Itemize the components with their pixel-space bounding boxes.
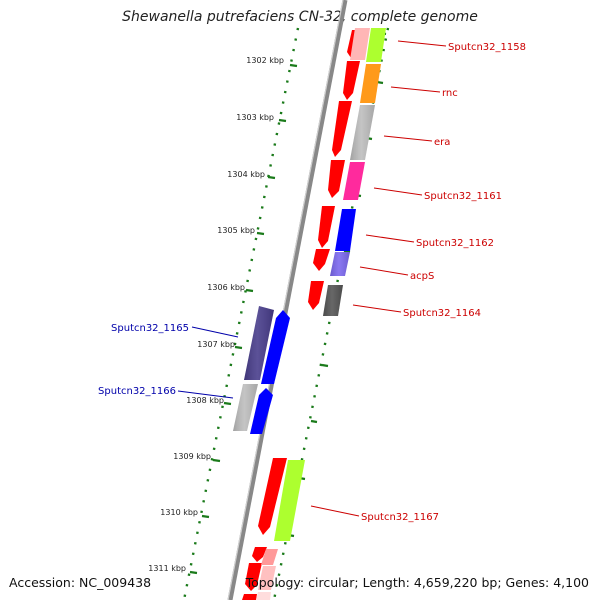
cog-block [335,209,356,251]
cog-block [350,28,370,60]
cds-arrow [328,160,345,198]
gene-label: Sputcn32_1158 [448,42,526,53]
cog-block [261,549,278,565]
gene-labels: Sputcn32_1158 rnc era Sputcn32_1161 Sput… [98,42,526,523]
cds-arrow [242,594,257,600]
gene-label: Sputcn32_1167 [361,512,439,523]
cog-block [256,592,271,600]
cog-block [360,64,381,103]
gene-label: acpS [410,271,434,282]
kbp-label: 1305 kbp [217,226,255,235]
cog-block [366,28,386,62]
map-title: Shewanella putrefaciens CN-32, complete … [122,9,478,25]
cog-block [258,566,276,590]
cog-block [343,162,365,200]
cds-arrow [343,61,360,100]
kbp-labels: 1302 kbp 1303 kbp 1304 kbp 1305 kbp 1306… [148,56,284,573]
kbp-label: 1311 kbp [148,564,186,573]
genome-backbone [227,0,348,600]
gene-label: Sputcn32_1162 [416,238,494,249]
kbp-label: 1310 kbp [160,508,198,517]
cds-arrow [308,281,324,310]
cds-arrow [245,563,262,591]
forward-cds-track [242,30,364,600]
outer-ruler [182,27,300,600]
gene-label: rnc [442,88,458,99]
leader-lines [177,40,447,517]
cds-arrow [252,547,267,562]
cds-arrow [258,458,287,535]
cds-arrow [332,101,352,157]
topology-text: Topology: circular; Length: 4,659,220 bp… [245,575,589,590]
kbp-label: 1302 kbp [246,56,284,65]
kbp-label: 1309 kbp [173,452,211,461]
gene-label: Sputcn32_1164 [403,308,481,319]
cds-arrow [250,388,273,434]
kbp-label: 1307 kbp [197,340,235,349]
cds-arrow [313,249,330,271]
cds-arrow [318,206,335,248]
kbp-label: 1308 kbp [186,396,224,405]
cds-arrow [261,310,290,384]
gene-label: Sputcn32_1161 [424,191,502,202]
gene-label: era [434,137,450,148]
gene-label: Sputcn32_1165 [111,323,189,334]
gene-label: Sputcn32_1166 [98,386,176,397]
outer-ruler-ticks [189,63,298,575]
kbp-label: 1303 kbp [236,113,274,122]
kbp-label: 1306 kbp [207,283,245,292]
accession-text: Accession: NC_009438 [9,575,152,590]
kbp-label: 1304 kbp [227,170,265,179]
cog-block [274,460,305,541]
